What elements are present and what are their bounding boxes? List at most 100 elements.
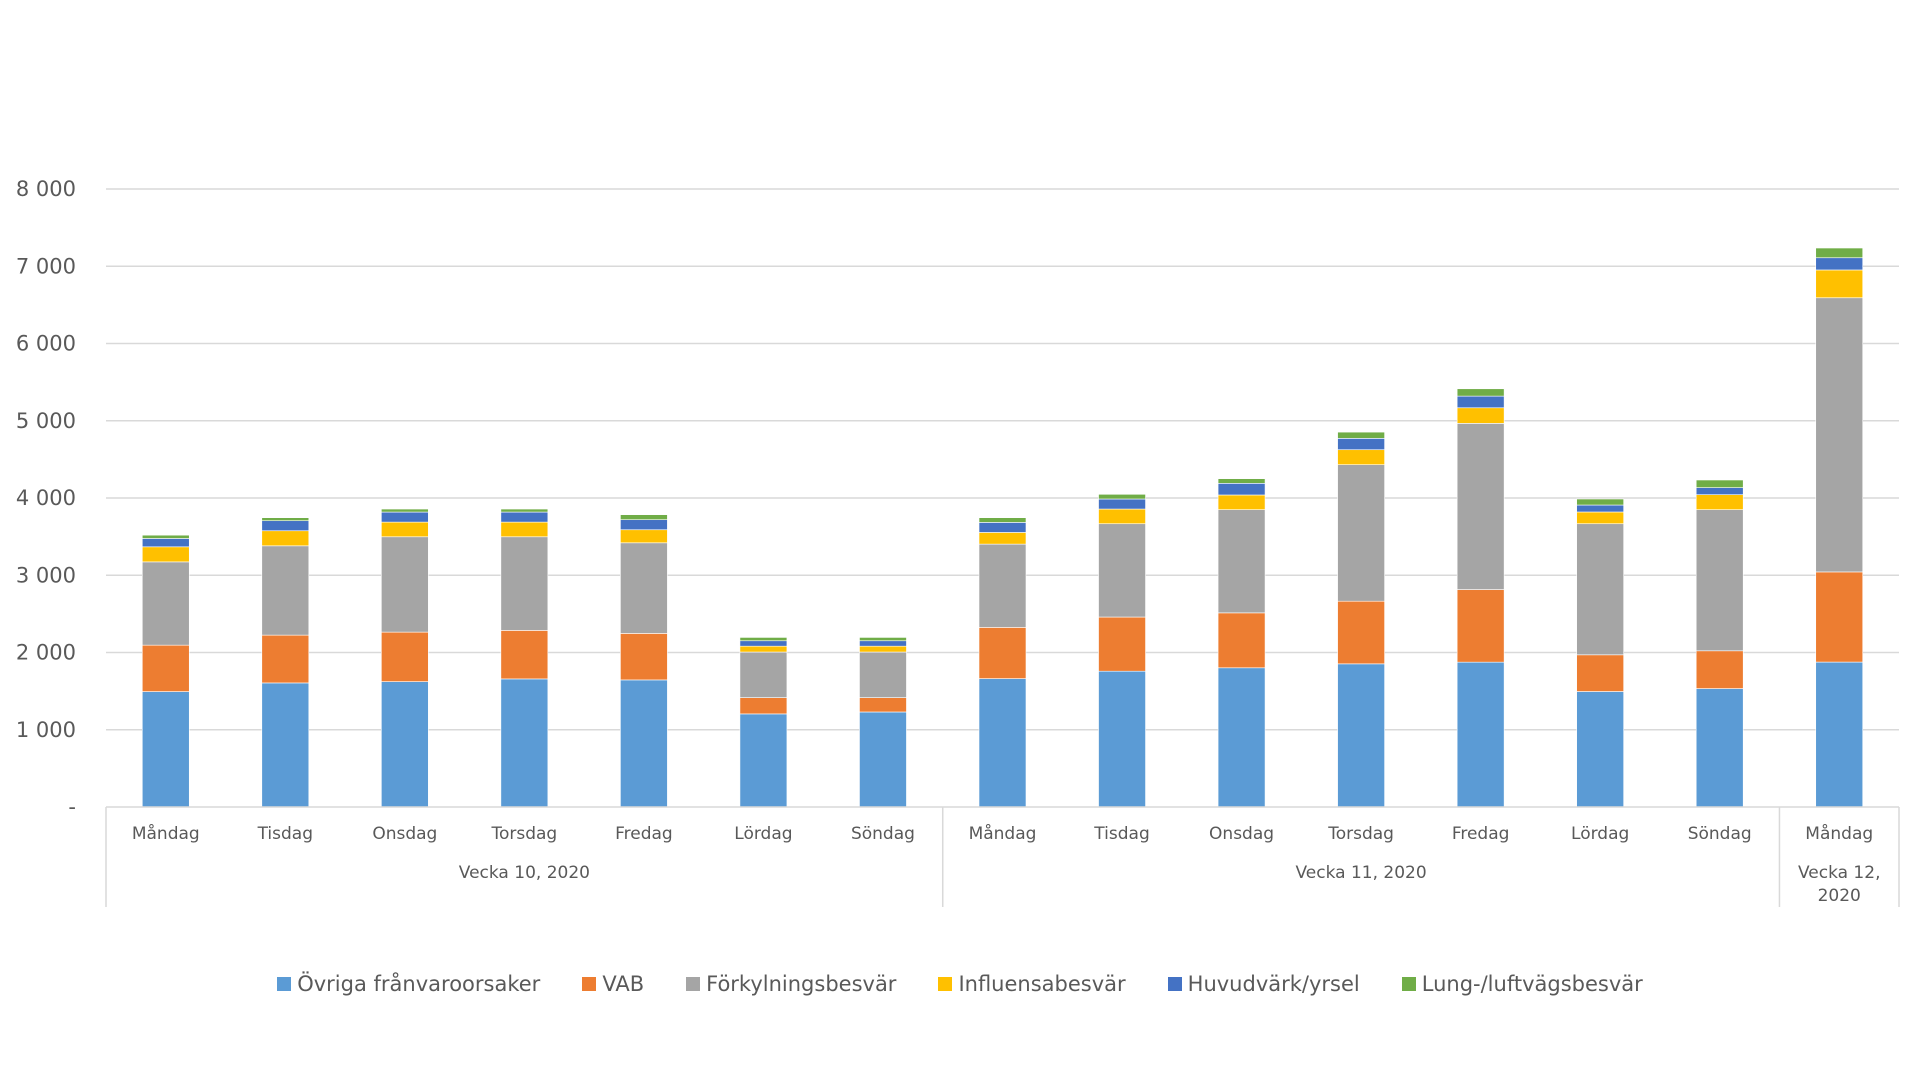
bar-segment [1456, 388, 1505, 397]
bar-segment [620, 519, 668, 531]
category-label: Måndag [1805, 823, 1873, 844]
bar-segment [1217, 509, 1266, 614]
bar-segment [141, 644, 190, 692]
y-tick-label: 5 000 [16, 409, 76, 433]
y-tick-label: 1 000 [16, 718, 76, 742]
category-label: Onsdag [372, 824, 437, 844]
bar-segment [1815, 571, 1864, 663]
legend-swatch-icon [1401, 977, 1416, 991]
legend-item: Övriga frånvaroorsaker [277, 972, 540, 996]
bar-stack [1576, 498, 1624, 808]
bar-segment [859, 640, 907, 647]
bar-segment [978, 627, 1027, 679]
bar-stack [500, 508, 549, 808]
bar-stack [1337, 431, 1385, 808]
category-label: Lördag [1571, 824, 1629, 844]
category-label: Tisdag [257, 824, 313, 844]
bar-segment [1695, 650, 1744, 689]
legend-swatch-icon [1167, 977, 1182, 991]
legend-swatch-icon [686, 977, 701, 991]
y-tick-label: 7 000 [16, 254, 76, 278]
category-label: Lördag [734, 824, 792, 844]
bar-segment [381, 631, 429, 682]
bar-segment [261, 634, 310, 684]
bar-segment [1456, 407, 1505, 424]
legend-swatch-icon [582, 977, 597, 991]
bar-segment [1815, 257, 1864, 271]
bar-segment [1695, 509, 1744, 652]
y-tick-label: - [68, 795, 76, 819]
bar-segment [1576, 523, 1624, 656]
category-label: Onsdag [1209, 824, 1274, 844]
bar-segment [1815, 247, 1864, 259]
bar-segment [1217, 478, 1266, 484]
bar-segment [141, 534, 190, 539]
bar-segment [739, 697, 788, 715]
bar-segment [1695, 494, 1744, 510]
y-tick-label: 3 000 [16, 563, 76, 587]
legend-label: Influensabesvär [958, 972, 1126, 996]
bar-segment [500, 511, 549, 523]
bar-segment [859, 697, 907, 713]
category-label: Söndag [1688, 824, 1752, 844]
bar-segment [1456, 589, 1505, 663]
bar-segment [1815, 297, 1864, 573]
y-tick-label: 8 000 [16, 177, 76, 201]
bar-segment [261, 520, 310, 532]
legend-label: Huvudvärk/yrsel [1187, 972, 1360, 996]
category-label: Måndag [132, 823, 200, 844]
bar-segment [141, 691, 190, 808]
category-label: Söndag [851, 824, 915, 844]
bar-segment [978, 678, 1027, 808]
x-axis: Måndag Tisdag Onsdag Torsdag Fredag Lördag Sön… [105, 806, 1900, 907]
bar-segment [381, 521, 429, 538]
bar-stack [1695, 479, 1744, 808]
bar-segment [1337, 600, 1385, 665]
bar-segment [859, 637, 907, 642]
bar-segment [1217, 612, 1266, 669]
bar-segment [261, 682, 310, 808]
bar-segment [1815, 269, 1864, 299]
category-label: Tisdag [1093, 824, 1149, 844]
bar-stack [620, 514, 668, 808]
bar-segment [1337, 438, 1385, 451]
bar-segment [978, 543, 1027, 628]
bar-segment [620, 514, 668, 521]
bar-segment [1456, 661, 1505, 808]
group-label: Vecka 10, 2020 [459, 863, 590, 883]
bar-segment [739, 645, 788, 653]
bar-segment [978, 532, 1027, 545]
bar-stack [739, 637, 788, 808]
bar-stack [978, 517, 1027, 808]
bar-stack [859, 637, 907, 808]
bar-segment [261, 530, 310, 547]
bar-segment [1098, 498, 1146, 510]
bar-segment [381, 508, 429, 513]
bar-segment [141, 561, 190, 646]
bar-segment [1217, 494, 1266, 510]
bar-segment [620, 679, 668, 808]
bar-segment [978, 522, 1027, 533]
category-label: Torsdag [490, 824, 557, 844]
legend-swatch-icon [277, 977, 292, 991]
bar-segment [1456, 395, 1505, 409]
legend-item: Lung-/luftvägsbesvär [1401, 972, 1643, 996]
bar-segment [1217, 483, 1266, 496]
legend: Övriga frånvaroorsaker VAB Förkylningsbesv… [0, 966, 1920, 1002]
bar-segment [1695, 688, 1744, 808]
category-label: Fredag [1452, 824, 1510, 844]
bar-segment [1098, 670, 1146, 808]
bar-segment [1337, 431, 1385, 439]
bar-segment [500, 521, 549, 538]
bar-segment [500, 678, 549, 808]
legend-label: Lung-/luftvägsbesvär [1421, 972, 1643, 996]
group-label: 2020 [1818, 886, 1861, 906]
bars [141, 247, 1864, 808]
bar-segment [1576, 498, 1624, 506]
legend-item: Huvudvärk/yrsel [1167, 972, 1360, 996]
legend-label: Förkylningsbesvär [706, 972, 897, 996]
bar-segment [620, 633, 668, 681]
bar-segment [141, 546, 190, 563]
bar-segment [1337, 663, 1385, 808]
bar-segment [1695, 479, 1744, 488]
